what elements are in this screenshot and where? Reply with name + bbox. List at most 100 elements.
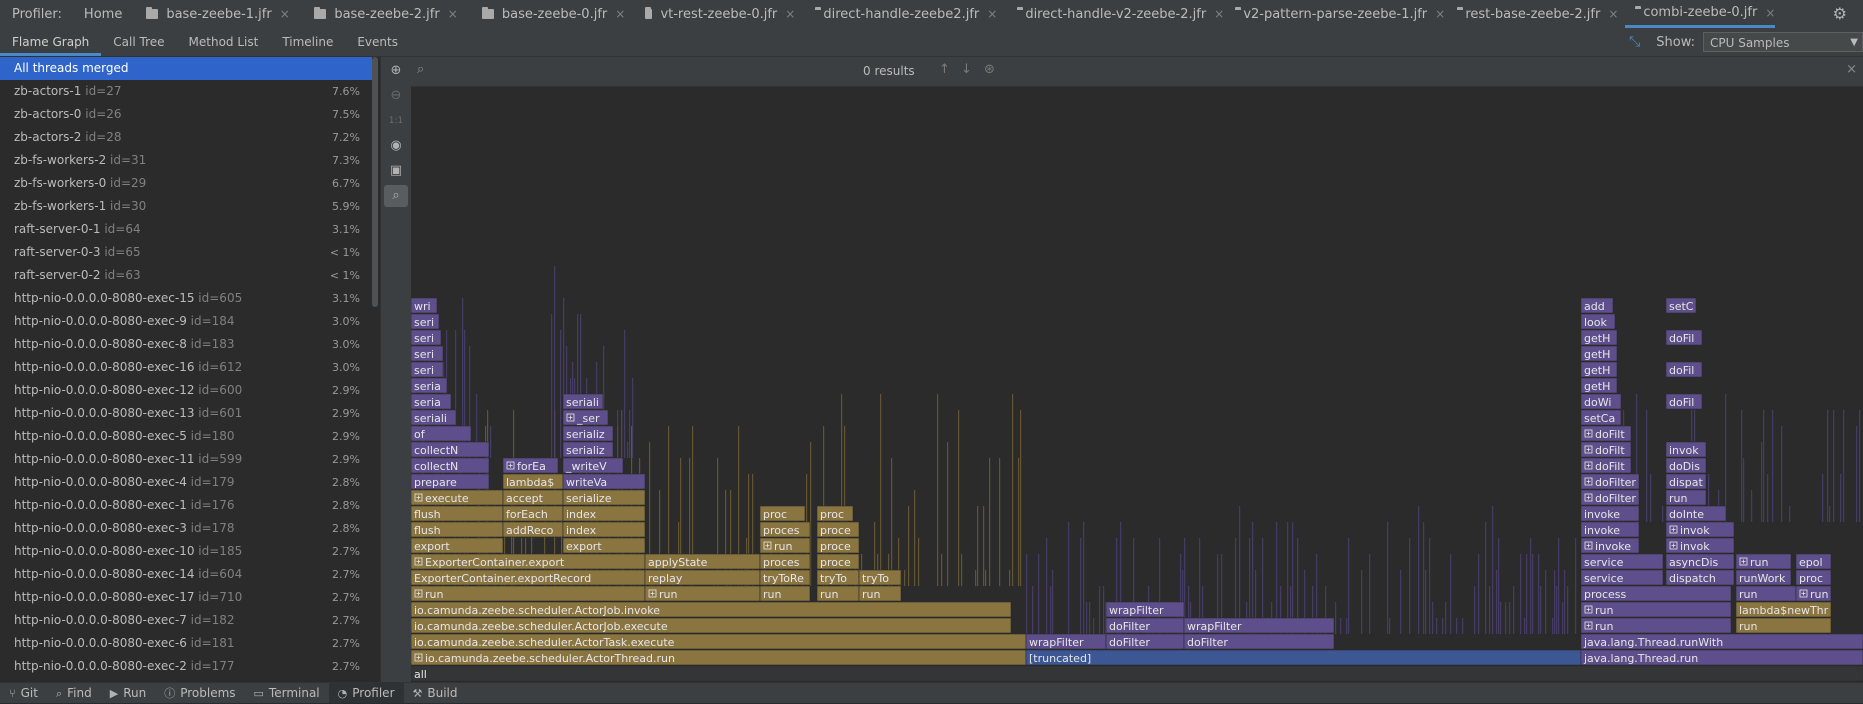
flame-frame-label: proce xyxy=(820,556,851,569)
tab-home[interactable]: Home xyxy=(70,0,136,28)
flame-frame[interactable] xyxy=(1026,650,1581,665)
tool-window-build[interactable]: ⚒Build xyxy=(404,683,467,703)
thread-row[interactable]: raft-server-0-2 id=63< 1% xyxy=(0,264,372,287)
close-tab-icon[interactable]: × xyxy=(1608,7,1618,21)
view-tab[interactable]: Timeline xyxy=(270,28,345,56)
flame-frame[interactable] xyxy=(411,586,645,601)
flame-sliver xyxy=(880,394,881,586)
close-tab-icon[interactable]: × xyxy=(280,7,290,21)
view-tab[interactable]: Flame Graph xyxy=(0,28,101,56)
flame-sliver xyxy=(1833,410,1834,522)
flame-frame-label: wrapFilter xyxy=(1029,636,1084,649)
search-field-icon[interactable]: ⌕ xyxy=(417,62,424,77)
gear-icon[interactable]: ⚙ xyxy=(1833,4,1847,23)
tool-window-git[interactable]: ⑂Git xyxy=(0,683,47,703)
target-icon[interactable]: ⊛ xyxy=(984,62,995,77)
close-tab-icon[interactable]: × xyxy=(785,7,795,21)
zoom-out-icon[interactable]: ⊖ xyxy=(384,85,408,107)
tool-window-label: Find xyxy=(67,686,92,700)
camera-icon[interactable]: ▣ xyxy=(384,160,408,182)
file-tab[interactable]: base-zeebe-0.jfr× xyxy=(472,0,635,28)
file-tab[interactable]: direct-handle-v2-zeebe-2.jfr× xyxy=(1007,0,1225,28)
thread-row[interactable]: raft-server-0-3 id=65< 1% xyxy=(0,241,372,264)
view-tab[interactable]: Events xyxy=(345,28,410,56)
actual-size-icon[interactable]: 1:1 xyxy=(384,110,408,132)
close-tab-icon[interactable]: × xyxy=(448,7,458,21)
eye-icon[interactable]: ◉ xyxy=(384,135,408,157)
show-select[interactable]: CPU Samples ▼ xyxy=(1703,32,1863,52)
flame-frame-label: getH xyxy=(1584,364,1610,377)
view-tab[interactable]: Method List xyxy=(177,28,271,56)
thread-id: id=30 xyxy=(110,199,146,213)
flame-sliver xyxy=(1080,538,1081,634)
zoom-in-icon[interactable]: ⊕ xyxy=(384,60,408,82)
thread-name: http-nio-0.0.0.0-8080-exec-9 xyxy=(14,314,187,328)
run-icon: ▶ xyxy=(110,687,118,700)
flame-frame-label: tryTo xyxy=(820,572,847,585)
flame-frame-label: doWi xyxy=(1584,396,1611,409)
file-tab[interactable]: direct-handle-zeebe2.jfr× xyxy=(805,0,1007,28)
close-tab-icon[interactable]: × xyxy=(615,7,625,21)
arrow-up-icon[interactable]: ↑ xyxy=(939,62,950,77)
thread-name: http-nio-0.0.0.0-8080-exec-12 xyxy=(14,383,194,397)
flame-sliver xyxy=(1409,538,1410,634)
thread-percent: 2.7% xyxy=(332,609,360,632)
folder-icon xyxy=(314,9,326,19)
close-tab-icon[interactable]: × xyxy=(987,7,997,21)
close-tab-icon[interactable]: × xyxy=(1435,7,1445,21)
close-icon[interactable]: × xyxy=(1846,62,1857,77)
file-tab[interactable]: combi-zeebe-0.jfr× xyxy=(1625,0,1775,28)
thread-name: http-nio-0.0.0.0-8080-exec-16 xyxy=(14,360,194,374)
search-icon[interactable]: ⌕ xyxy=(384,185,408,207)
file-tab[interactable]: vt-rest-zeebe-0.jfr× xyxy=(635,0,805,28)
thread-row[interactable]: All threads merged xyxy=(0,57,372,80)
file-tab[interactable]: base-zeebe-1.jfr× xyxy=(136,0,304,28)
flame-frame[interactable] xyxy=(411,666,1863,681)
flame-sliver xyxy=(1545,570,1546,634)
collapse-icon[interactable]: ⤡ xyxy=(1629,34,1640,50)
view-tab[interactable]: Call Tree xyxy=(101,28,176,56)
file-tab[interactable]: v2-pattern-parse-zeebe-1.jfr× xyxy=(1225,0,1447,28)
tool-window-profiler[interactable]: ◔Profiler xyxy=(329,683,404,703)
thread-list-scrollbar[interactable] xyxy=(372,57,378,307)
tool-window-find[interactable]: ⌕Find xyxy=(47,683,101,703)
flame-frame-label: doInte xyxy=(1669,508,1704,521)
thread-id: id=26 xyxy=(85,107,121,121)
file-tab[interactable]: rest-base-zeebe-2.jfr× xyxy=(1447,0,1625,28)
thread-name: http-nio-0.0.0.0-8080-exec-10 xyxy=(14,544,194,558)
file-tab[interactable]: base-zeebe-2.jfr× xyxy=(304,0,472,28)
arrow-down-icon[interactable]: ↓ xyxy=(961,62,972,77)
flame-sliver xyxy=(1567,586,1568,634)
tool-window-terminal[interactable]: ▭Terminal xyxy=(245,683,329,703)
close-tab-icon[interactable]: × xyxy=(1765,6,1775,20)
flame-frame-label: doDis xyxy=(1669,460,1700,473)
close-tab-icon[interactable]: × xyxy=(1214,7,1224,21)
tool-window-run[interactable]: ▶Run xyxy=(101,683,155,703)
